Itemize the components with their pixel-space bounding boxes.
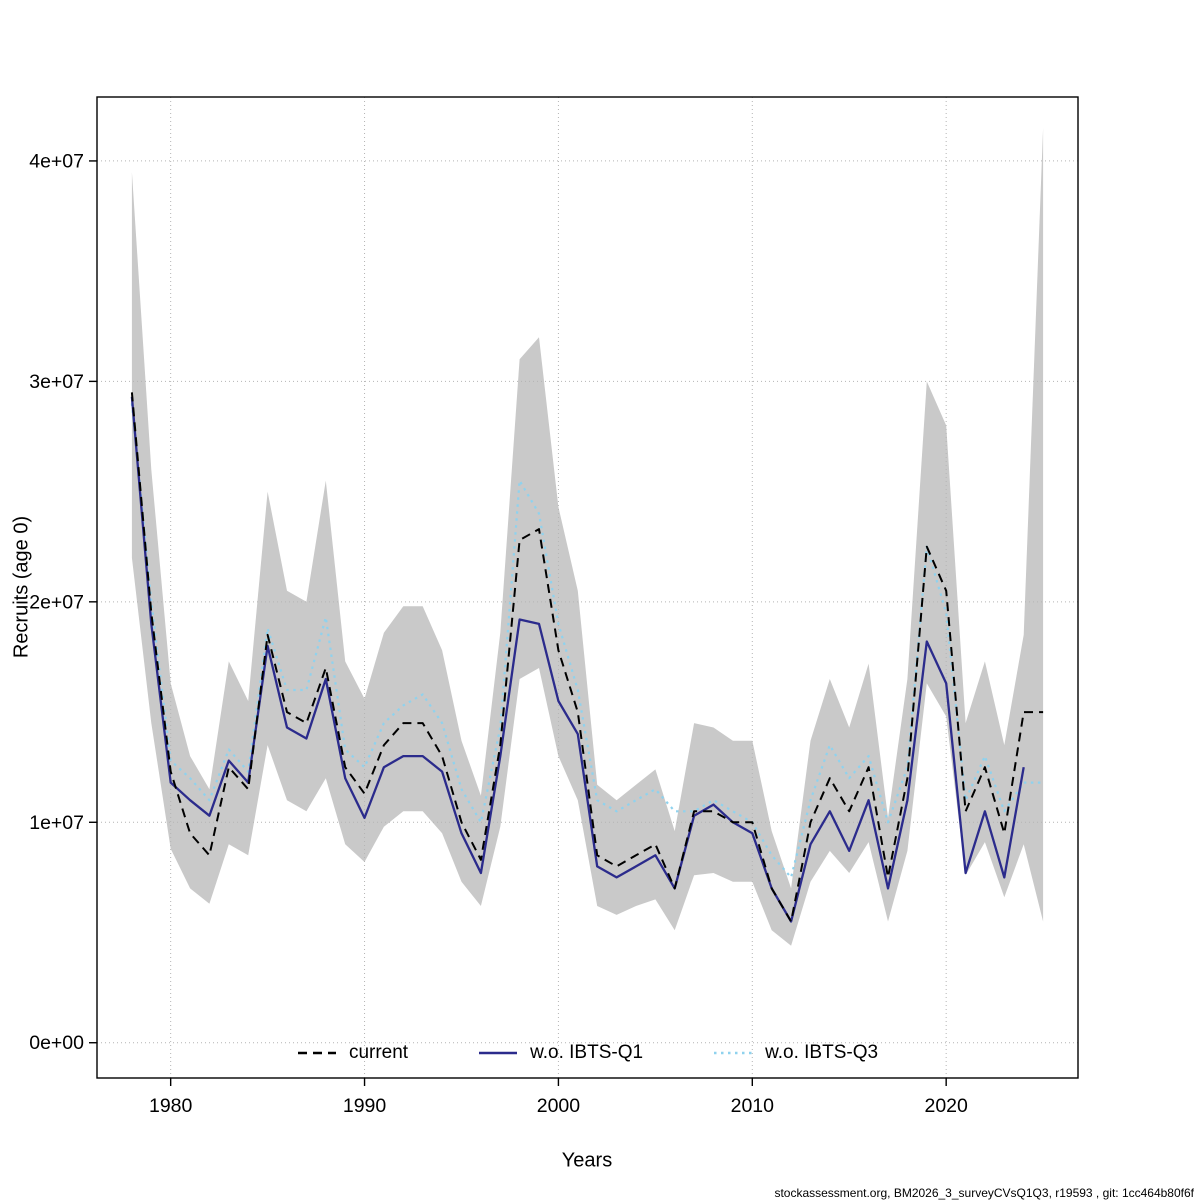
legend: current w.o. IBTS-Q1 w.o. IBTS-Q3 — [97, 1042, 1078, 1064]
legend-line-sample-wo-ibts-q1 — [479, 1051, 518, 1055]
legend-line-sample-wo-ibts-q3 — [714, 1051, 753, 1055]
x-tick-label: 2000 — [537, 1095, 581, 1117]
x-axis-label: Years — [561, 1149, 613, 1172]
legend-line-sample-current — [297, 1051, 336, 1055]
y-tick-label: 0e+00 — [29, 1032, 84, 1054]
y-tick-label: 2e+07 — [29, 591, 84, 613]
legend-label-current: current — [348, 1042, 409, 1063]
legend-label-wo-ibts-q3: w.o. IBTS-Q3 — [765, 1042, 879, 1063]
confidence-band — [131, 127, 1044, 946]
tick-labels: 1980 1990 2000 2010 2020 0e+00 1e+07 2e+07 3e+07… — [29, 150, 968, 1117]
plot-frame — [96, 96, 1079, 1079]
series-line-w-o-ibts-q3 — [130, 403, 1044, 879]
x-tick-label: 2020 — [924, 1095, 968, 1117]
x-tick-label: 1990 — [343, 1095, 387, 1117]
legend-item-current: current — [297, 1042, 408, 1064]
series-line-current — [130, 392, 1044, 923]
y-tick-label: 3e+07 — [29, 371, 84, 393]
legend-item-wo-ibts-q1: w.o. IBTS-Q1 — [478, 1042, 643, 1064]
series-line-w-o-ibts-q1 — [130, 396, 1025, 923]
x-tick-label: 2010 — [731, 1095, 775, 1117]
y-tick-label: 4e+07 — [29, 150, 84, 172]
legend-label-wo-ibts-q1: w.o. IBTS-Q1 — [530, 1042, 644, 1063]
y-tick-label: 1e+07 — [29, 812, 84, 834]
x-tick-label: 1980 — [149, 1095, 193, 1117]
source-footnote: stockassessment.org, BM2026_3_surveyCVsQ… — [774, 1186, 1194, 1200]
legend-item-wo-ibts-q3: w.o. IBTS-Q3 — [713, 1042, 878, 1064]
y-axis-label: Recruits (age 0) — [10, 515, 33, 659]
axis-ticks — [89, 160, 947, 1086]
